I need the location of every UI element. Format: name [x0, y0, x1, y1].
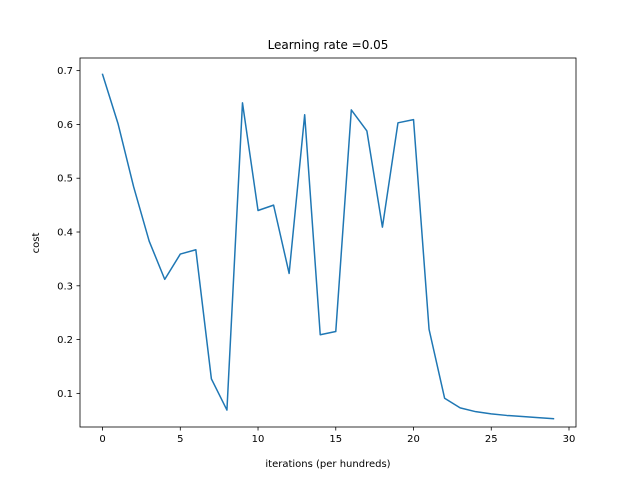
x-axis-label: iterations (per hundreds) [265, 459, 390, 470]
chart-title: Learning rate =0.05 [268, 38, 389, 52]
y-axis-ticks: 0.1 0.2 0.3 0.4 0.5 0.6 0.7 [57, 66, 80, 400]
y-tick-label: 0.6 [57, 120, 73, 131]
x-tick-label: 25 [485, 434, 498, 445]
x-axis-ticks: 0 5 10 15 20 25 30 [99, 427, 575, 445]
plot-area [79, 57, 577, 428]
x-tick-label: 5 [177, 434, 183, 445]
y-tick-label: 0.3 [57, 281, 73, 292]
x-tick-label: 20 [407, 434, 420, 445]
y-tick-label: 0.4 [57, 228, 73, 239]
y-tick-label: 0.5 [57, 174, 73, 185]
axes-frame [79, 57, 577, 428]
x-tick-label: 30 [563, 434, 576, 445]
y-tick-label: 0.2 [57, 335, 73, 346]
y-axis-label: cost [31, 233, 42, 254]
y-tick-label: 0.1 [57, 389, 73, 400]
y-tick-label: 0.7 [57, 66, 73, 77]
x-tick-label: 0 [99, 434, 105, 445]
series-line-0 [101, 73, 555, 420]
x-tick-label: 10 [252, 434, 265, 445]
x-tick-label: 15 [329, 434, 342, 445]
